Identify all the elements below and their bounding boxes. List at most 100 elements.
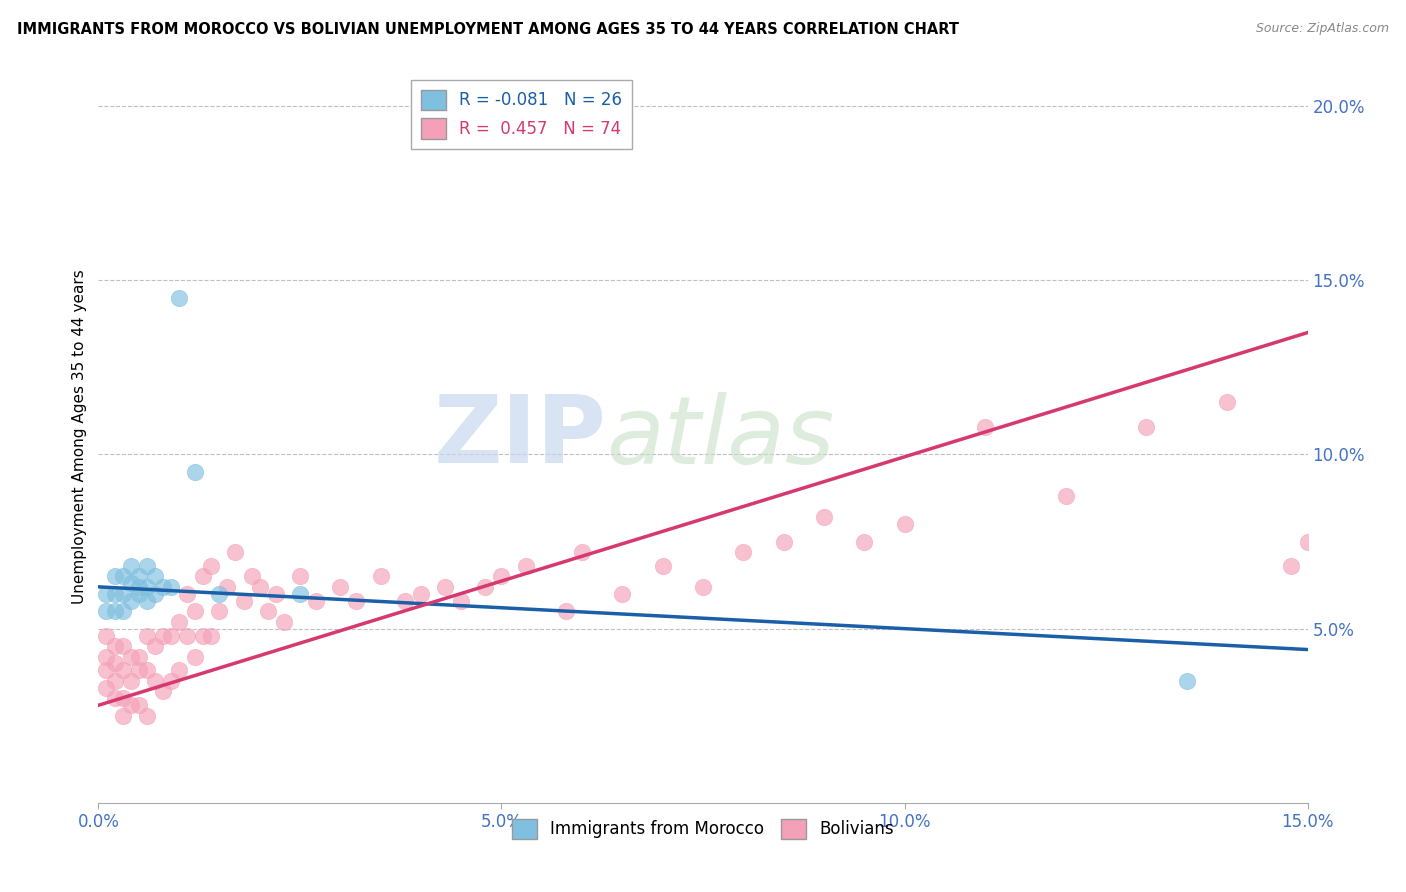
Point <box>555 604 578 618</box>
Point <box>152 629 174 643</box>
Point <box>1281 558 1303 573</box>
Point <box>160 673 183 688</box>
Point <box>184 649 207 664</box>
Point <box>612 587 634 601</box>
Point <box>167 615 190 629</box>
Point <box>120 576 142 591</box>
Legend: Immigrants from Morocco, Bolivians: Immigrants from Morocco, Bolivians <box>505 812 901 846</box>
Point <box>96 681 118 695</box>
Point <box>111 708 134 723</box>
Point <box>344 594 367 608</box>
Point <box>974 419 997 434</box>
Point <box>370 569 392 583</box>
Point <box>160 629 183 643</box>
Point <box>111 639 134 653</box>
Point <box>128 698 150 713</box>
Point <box>111 604 134 618</box>
Point <box>1296 534 1319 549</box>
Point <box>103 569 125 583</box>
Point <box>128 587 150 601</box>
Point <box>208 604 231 618</box>
Point <box>111 587 134 601</box>
Point <box>143 569 166 583</box>
Point <box>1175 673 1198 688</box>
Point <box>232 594 254 608</box>
Point <box>96 649 118 664</box>
Point <box>264 587 287 601</box>
Point <box>733 545 755 559</box>
Point <box>111 691 134 706</box>
Point <box>152 580 174 594</box>
Point <box>515 558 537 573</box>
Point <box>571 545 593 559</box>
Point <box>128 649 150 664</box>
Point <box>434 580 457 594</box>
Point <box>184 465 207 479</box>
Point <box>135 629 157 643</box>
Point <box>103 657 125 671</box>
Point <box>208 587 231 601</box>
Point <box>96 629 118 643</box>
Point <box>193 569 215 583</box>
Point <box>394 594 416 608</box>
Point <box>103 691 125 706</box>
Point <box>120 673 142 688</box>
Point <box>135 594 157 608</box>
Point <box>491 569 513 583</box>
Point <box>167 664 190 678</box>
Point <box>288 569 311 583</box>
Point <box>120 698 142 713</box>
Point <box>135 580 157 594</box>
Point <box>224 545 246 559</box>
Point <box>853 534 876 549</box>
Point <box>256 604 278 618</box>
Point <box>160 580 183 594</box>
Point <box>200 629 222 643</box>
Point <box>474 580 496 594</box>
Point <box>692 580 714 594</box>
Point <box>135 664 157 678</box>
Point <box>103 587 125 601</box>
Point <box>120 649 142 664</box>
Point <box>135 558 157 573</box>
Text: Source: ZipAtlas.com: Source: ZipAtlas.com <box>1256 22 1389 36</box>
Point <box>893 517 915 532</box>
Point <box>249 580 271 594</box>
Point <box>772 534 794 549</box>
Point <box>96 587 118 601</box>
Point <box>103 604 125 618</box>
Point <box>103 673 125 688</box>
Point <box>120 594 142 608</box>
Point <box>193 629 215 643</box>
Point <box>152 684 174 698</box>
Point <box>240 569 263 583</box>
Point <box>143 673 166 688</box>
Point <box>184 604 207 618</box>
Point <box>176 587 198 601</box>
Point <box>288 587 311 601</box>
Point <box>651 558 673 573</box>
Point <box>103 639 125 653</box>
Point <box>135 708 157 723</box>
Point <box>128 580 150 594</box>
Point <box>143 587 166 601</box>
Point <box>1054 489 1077 503</box>
Point <box>217 580 239 594</box>
Point <box>450 594 472 608</box>
Point <box>96 604 118 618</box>
Point <box>128 569 150 583</box>
Point <box>143 639 166 653</box>
Point <box>305 594 328 608</box>
Point <box>200 558 222 573</box>
Point <box>120 558 142 573</box>
Point <box>813 510 835 524</box>
Text: ZIP: ZIP <box>433 391 606 483</box>
Point <box>111 569 134 583</box>
Point <box>1216 395 1239 409</box>
Point <box>128 664 150 678</box>
Point <box>1135 419 1157 434</box>
Point <box>96 664 118 678</box>
Point <box>329 580 352 594</box>
Y-axis label: Unemployment Among Ages 35 to 44 years: Unemployment Among Ages 35 to 44 years <box>72 269 87 605</box>
Point <box>409 587 432 601</box>
